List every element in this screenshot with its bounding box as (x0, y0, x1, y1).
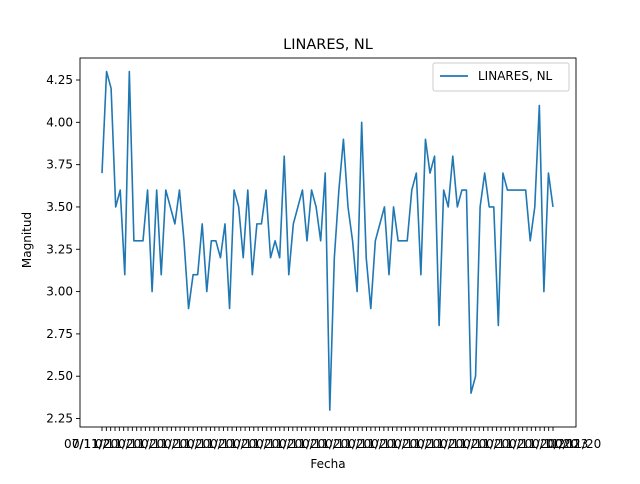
x-tick-label-glyphs: 0/11/20 (279, 437, 325, 451)
x-axis-label: Fecha (310, 457, 345, 471)
legend-entry-label: LINARES, NL (478, 69, 553, 83)
y-tick-label: 3.25 (46, 242, 73, 256)
x-tick-label-glyphs: 0/11/20 (141, 437, 187, 451)
chart-title: LINARES, NL (283, 37, 373, 53)
x-tick-label-glyphs: 0/11/20 (325, 437, 371, 451)
x-tick-label-glyphs: 0/11/20 (72, 437, 118, 451)
x-tick-label-last: 0/2023 (546, 437, 588, 451)
y-tick-label: 3.00 (46, 285, 73, 299)
y-tick-label: 3.75 (46, 158, 73, 172)
x-tick-label-clutter: 0/11/200/11/200/11/200/11/200/11/200/11/… (72, 437, 601, 451)
y-tick-label: 4.25 (46, 73, 73, 87)
series-line (101, 70, 554, 411)
x-tick-label-glyphs: 0/11/20 (348, 437, 394, 451)
x-tick-label-glyphs: 0/11/20 (440, 437, 486, 451)
axes-frame (79, 57, 577, 428)
x-tick-label-first: 07/11/2 (64, 437, 110, 451)
x-tick-label-glyphs: 0/11/20 (164, 437, 210, 451)
x-tick-label-glyphs: 0/11/20 (187, 437, 233, 451)
x-tick-label-glyphs: 0/11/20 (532, 437, 578, 451)
x-tick-label-glyphs: 0/11/20 (371, 437, 417, 451)
y-tick-label: 2.75 (46, 327, 73, 341)
legend-box (432, 62, 570, 92)
y-tick-label: 2.25 (46, 412, 73, 426)
x-tick-label-glyphs: 0/11/20 (233, 437, 279, 451)
y-axis-label: Magnitud (20, 212, 34, 268)
x-tick-label-glyphs: 0/11/20 (509, 437, 555, 451)
x-tick-label-glyphs: 0/11/20 (118, 437, 164, 451)
x-tick-label-glyphs: 0/11/20 (486, 437, 532, 451)
x-tick-label-glyphs: 0/11/20 (302, 437, 348, 451)
y-tick-label: 4.00 (46, 115, 73, 129)
x-tick-label-glyphs: 0/11/20 (394, 437, 440, 451)
x-tick-label-glyphs: 0/11/20 (256, 437, 302, 451)
legend: LINARES, NL (432, 62, 570, 92)
x-tick-label-glyphs: 0/11/20 (555, 437, 601, 451)
x-tick-label-glyphs: 0/11/20 (463, 437, 509, 451)
y-tick-label: 3.50 (46, 200, 73, 214)
y-tick-label: 2.50 (46, 369, 73, 383)
x-tick-label-glyphs: 0/11/20 (210, 437, 256, 451)
x-tick-label-glyphs: 0/11/20 (417, 437, 463, 451)
plot-area: 2.25 2.50 2.75 3.00 3.25 3.50 3.75 4.00 4.25 0/11… (46, 57, 601, 451)
x-tick-label-glyphs: 0/11/20 (95, 437, 141, 451)
